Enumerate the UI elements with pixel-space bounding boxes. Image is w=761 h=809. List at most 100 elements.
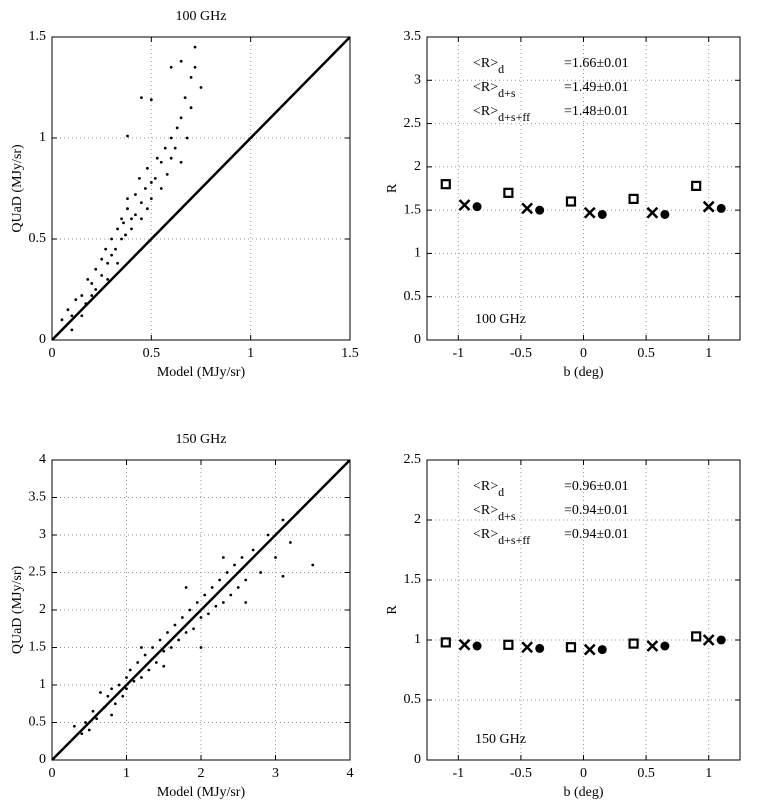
point bbox=[266, 533, 270, 537]
point bbox=[521, 641, 534, 654]
point bbox=[296, 511, 300, 514]
y-tick-label: 2.5 bbox=[29, 565, 47, 580]
y-tick-label: 1.5 bbox=[29, 640, 47, 655]
point bbox=[251, 548, 255, 552]
y-tick-label: 0.5 bbox=[404, 692, 422, 707]
point bbox=[458, 199, 471, 211]
point bbox=[185, 136, 189, 140]
point bbox=[521, 202, 534, 215]
cross-stroke bbox=[458, 638, 471, 651]
point bbox=[503, 639, 514, 650]
point bbox=[281, 574, 285, 578]
annotation-label: <R> bbox=[473, 80, 498, 95]
point bbox=[166, 631, 169, 634]
panel: -1 -0.5 0 0.5 100.511.522.533.5b (deg)R<R>d =… bbox=[385, 29, 741, 380]
point bbox=[113, 702, 117, 706]
point bbox=[311, 563, 315, 567]
annotation: <R>d+s+ff bbox=[473, 104, 530, 124]
point bbox=[192, 627, 195, 631]
point bbox=[125, 687, 128, 691]
point bbox=[440, 179, 451, 190]
point bbox=[140, 646, 143, 649]
point bbox=[126, 197, 129, 201]
annotation-value: =1.48±0.01 bbox=[564, 104, 629, 119]
point bbox=[189, 106, 193, 110]
point bbox=[80, 314, 84, 318]
point bbox=[138, 177, 141, 180]
annotation-label: <R> bbox=[473, 527, 498, 542]
x-axis-label: Model (MJy/sr) bbox=[157, 365, 246, 380]
y-axis-label: R bbox=[385, 605, 400, 615]
point bbox=[175, 126, 179, 130]
point bbox=[660, 641, 670, 651]
point bbox=[458, 638, 471, 651]
point bbox=[210, 586, 214, 589]
point bbox=[140, 676, 143, 679]
x-tick-label: 1 bbox=[705, 346, 712, 361]
point bbox=[646, 640, 659, 652]
point bbox=[628, 638, 639, 649]
point bbox=[179, 116, 183, 120]
point bbox=[126, 134, 129, 138]
point bbox=[70, 328, 74, 332]
point bbox=[132, 679, 136, 683]
point bbox=[149, 197, 153, 201]
point bbox=[628, 193, 639, 204]
y-tick-label: 3 bbox=[39, 527, 46, 542]
point bbox=[95, 717, 99, 721]
point bbox=[90, 294, 94, 297]
point bbox=[472, 202, 482, 212]
point bbox=[179, 59, 183, 63]
point bbox=[199, 646, 203, 649]
point bbox=[102, 706, 106, 709]
point bbox=[94, 267, 98, 271]
chart-title: 100 GHz bbox=[176, 9, 227, 24]
point bbox=[117, 683, 121, 687]
point bbox=[106, 278, 110, 281]
point bbox=[691, 631, 702, 642]
panel: 100 GHz 0 0.5 1 1.5 0 0.5 1 1.5 Model (MJy/sr) QUa… bbox=[10, 9, 359, 380]
point bbox=[163, 146, 167, 150]
point bbox=[691, 180, 702, 192]
annotation-subscript: d+s+ff bbox=[498, 533, 530, 547]
point bbox=[159, 187, 163, 190]
annotation-label: <R> bbox=[473, 56, 498, 71]
point bbox=[281, 518, 285, 522]
point bbox=[233, 563, 236, 567]
point bbox=[221, 556, 225, 559]
point bbox=[154, 661, 158, 664]
annotation-value: =0.96±0.01 bbox=[564, 479, 629, 494]
band-label: 150 GHz bbox=[475, 732, 526, 747]
x-tick-label: 0.5 bbox=[143, 346, 161, 361]
point bbox=[274, 556, 277, 559]
point bbox=[70, 314, 74, 318]
point bbox=[503, 187, 514, 198]
point bbox=[183, 96, 187, 99]
point bbox=[80, 732, 84, 736]
point bbox=[169, 646, 173, 649]
annotation: <R>d+s+ff bbox=[473, 527, 530, 547]
x-tick-label: 3 bbox=[272, 766, 279, 781]
point bbox=[124, 233, 127, 237]
annotation-subscript: d+s bbox=[498, 509, 516, 523]
y-tick-label: 0 bbox=[414, 332, 421, 347]
x-tick-label: 2 bbox=[198, 766, 205, 781]
point bbox=[151, 646, 154, 649]
point bbox=[660, 209, 670, 219]
point bbox=[86, 278, 90, 281]
point bbox=[597, 645, 607, 655]
y-tick-label: 1 bbox=[39, 130, 46, 145]
identity-line bbox=[51, 459, 351, 761]
point bbox=[145, 166, 149, 170]
point bbox=[716, 635, 726, 645]
cross-stroke bbox=[521, 641, 534, 654]
x-axis-label: b (deg) bbox=[563, 365, 603, 380]
point bbox=[72, 724, 76, 728]
cross-stroke bbox=[521, 202, 534, 215]
y-tick-label: 0.5 bbox=[29, 231, 47, 246]
cross-stroke bbox=[583, 206, 596, 219]
point bbox=[646, 206, 659, 219]
point bbox=[110, 253, 113, 257]
y-tick-label: 0.5 bbox=[404, 289, 422, 304]
cross-stroke bbox=[646, 206, 659, 219]
